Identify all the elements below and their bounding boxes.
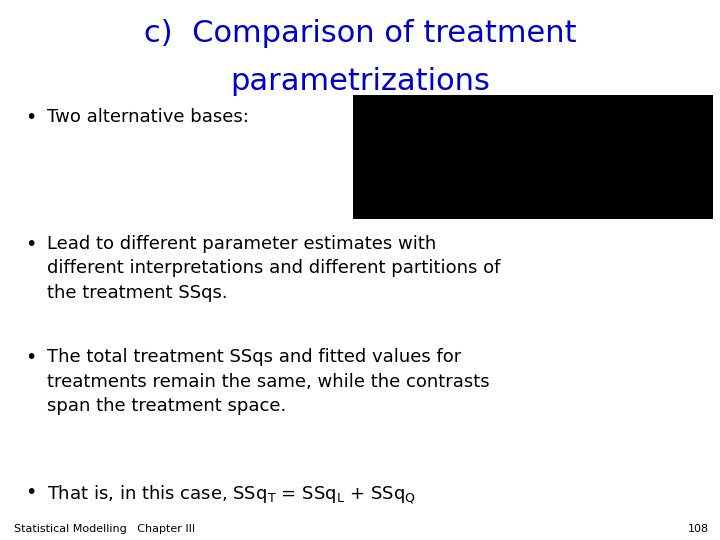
Text: Lead to different parameter estimates with
different interpretations and differe: Lead to different parameter estimates wi… [47,235,500,301]
Text: •: • [25,483,37,502]
Text: Statistical Modelling   Chapter III: Statistical Modelling Chapter III [14,523,196,534]
Text: 108: 108 [688,523,709,534]
Text: •: • [25,108,37,127]
Text: parametrizations: parametrizations [230,68,490,97]
Text: Two alternative bases:: Two alternative bases: [47,108,248,126]
Text: The total treatment SSqs and fitted values for
treatments remain the same, while: The total treatment SSqs and fitted valu… [47,348,490,415]
Text: c)  Comparison of treatment: c) Comparison of treatment [144,19,576,48]
Text: That is, in this case, $\mathrm{SSq_T}$ = $\mathrm{SSq_L}$ + $\mathrm{SSq_Q}$: That is, in this case, $\mathrm{SSq_T}$ … [47,483,415,506]
Bar [353,94,713,219]
Text: •: • [25,348,37,367]
Text: •: • [25,235,37,254]
